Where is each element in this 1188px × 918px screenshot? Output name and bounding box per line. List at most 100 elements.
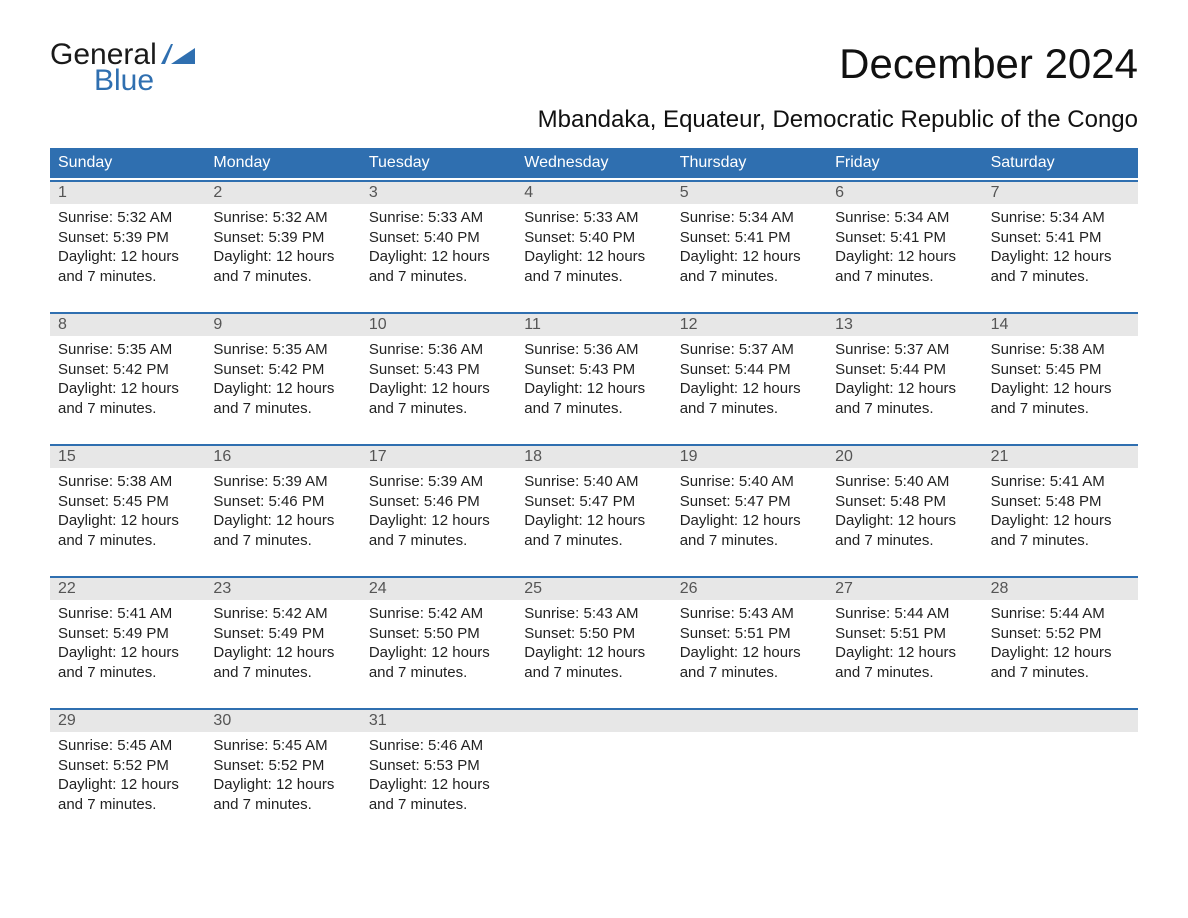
day-d1: Daylight: 12 hours xyxy=(369,511,508,531)
day-number: 1 xyxy=(50,182,205,204)
day-sunset: Sunset: 5:47 PM xyxy=(680,492,819,512)
calendar-week: 15161718192021Sunrise: 5:38 AMSunset: 5:… xyxy=(50,444,1138,574)
day-cell: Sunrise: 5:34 AMSunset: 5:41 PMDaylight:… xyxy=(983,204,1138,310)
day-sunset: Sunset: 5:43 PM xyxy=(524,360,663,380)
day-sunrise: Sunrise: 5:41 AM xyxy=(58,604,197,624)
day-number: 10 xyxy=(361,314,516,336)
day-cell: Sunrise: 5:40 AMSunset: 5:47 PMDaylight:… xyxy=(672,468,827,574)
day-cell xyxy=(983,732,1138,838)
day-cell: Sunrise: 5:45 AMSunset: 5:52 PMDaylight:… xyxy=(205,732,360,838)
dow-friday: Friday xyxy=(827,148,982,178)
day-sunrise: Sunrise: 5:44 AM xyxy=(835,604,974,624)
day-sunrise: Sunrise: 5:32 AM xyxy=(213,208,352,228)
day-number: 4 xyxy=(516,182,671,204)
day-sunrise: Sunrise: 5:34 AM xyxy=(991,208,1130,228)
day-d2: and 7 minutes. xyxy=(680,399,819,419)
day-sunset: Sunset: 5:52 PM xyxy=(213,756,352,776)
day-sunrise: Sunrise: 5:39 AM xyxy=(369,472,508,492)
day-number: 14 xyxy=(983,314,1138,336)
day-sunrise: Sunrise: 5:40 AM xyxy=(835,472,974,492)
day-d1: Daylight: 12 hours xyxy=(680,511,819,531)
day-sunset: Sunset: 5:52 PM xyxy=(991,624,1130,644)
day-sunrise: Sunrise: 5:37 AM xyxy=(680,340,819,360)
day-d2: and 7 minutes. xyxy=(991,531,1130,551)
day-cell: Sunrise: 5:36 AMSunset: 5:43 PMDaylight:… xyxy=(516,336,671,442)
day-sunrise: Sunrise: 5:36 AM xyxy=(369,340,508,360)
day-of-week-header: Sunday Monday Tuesday Wednesday Thursday… xyxy=(50,148,1138,178)
day-d2: and 7 minutes. xyxy=(524,531,663,551)
day-number: 25 xyxy=(516,578,671,600)
day-d2: and 7 minutes. xyxy=(213,663,352,683)
day-d2: and 7 minutes. xyxy=(680,663,819,683)
day-d1: Daylight: 12 hours xyxy=(369,643,508,663)
day-d2: and 7 minutes. xyxy=(835,531,974,551)
day-number: 20 xyxy=(827,446,982,468)
day-sunrise: Sunrise: 5:34 AM xyxy=(835,208,974,228)
day-cell xyxy=(672,732,827,838)
day-sunset: Sunset: 5:50 PM xyxy=(369,624,508,644)
day-cell: Sunrise: 5:46 AMSunset: 5:53 PMDaylight:… xyxy=(361,732,516,838)
day-sunset: Sunset: 5:45 PM xyxy=(991,360,1130,380)
day-d1: Daylight: 12 hours xyxy=(369,379,508,399)
day-number-row: 15161718192021 xyxy=(50,444,1138,468)
day-number-row: 891011121314 xyxy=(50,312,1138,336)
day-d1: Daylight: 12 hours xyxy=(369,247,508,267)
header: General Blue December 2024 Mbandaka, Equ… xyxy=(50,40,1138,134)
calendar-body: 1234567Sunrise: 5:32 AMSunset: 5:39 PMDa… xyxy=(50,180,1138,838)
day-d1: Daylight: 12 hours xyxy=(213,247,352,267)
day-d2: and 7 minutes. xyxy=(369,267,508,287)
day-sunset: Sunset: 5:41 PM xyxy=(680,228,819,248)
day-number: 22 xyxy=(50,578,205,600)
day-cell: Sunrise: 5:40 AMSunset: 5:48 PMDaylight:… xyxy=(827,468,982,574)
day-d2: and 7 minutes. xyxy=(524,399,663,419)
day-sunrise: Sunrise: 5:35 AM xyxy=(58,340,197,360)
day-sunrise: Sunrise: 5:34 AM xyxy=(680,208,819,228)
day-number: 15 xyxy=(50,446,205,468)
day-sunset: Sunset: 5:51 PM xyxy=(680,624,819,644)
day-sunset: Sunset: 5:43 PM xyxy=(369,360,508,380)
dow-saturday: Saturday xyxy=(983,148,1138,178)
day-sunset: Sunset: 5:52 PM xyxy=(58,756,197,776)
day-d1: Daylight: 12 hours xyxy=(524,511,663,531)
day-sunset: Sunset: 5:44 PM xyxy=(835,360,974,380)
day-d1: Daylight: 12 hours xyxy=(213,775,352,795)
day-cell: Sunrise: 5:36 AMSunset: 5:43 PMDaylight:… xyxy=(361,336,516,442)
day-d2: and 7 minutes. xyxy=(835,663,974,683)
day-sunset: Sunset: 5:40 PM xyxy=(524,228,663,248)
day-d2: and 7 minutes. xyxy=(369,531,508,551)
day-cell: Sunrise: 5:35 AMSunset: 5:42 PMDaylight:… xyxy=(205,336,360,442)
day-number: 5 xyxy=(672,182,827,204)
day-d1: Daylight: 12 hours xyxy=(835,247,974,267)
day-cell: Sunrise: 5:42 AMSunset: 5:50 PMDaylight:… xyxy=(361,600,516,706)
day-sunrise: Sunrise: 5:35 AM xyxy=(213,340,352,360)
day-cell: Sunrise: 5:38 AMSunset: 5:45 PMDaylight:… xyxy=(50,468,205,574)
day-sunrise: Sunrise: 5:42 AM xyxy=(213,604,352,624)
day-number: 6 xyxy=(827,182,982,204)
day-cell: Sunrise: 5:43 AMSunset: 5:51 PMDaylight:… xyxy=(672,600,827,706)
calendar-week: 293031Sunrise: 5:45 AMSunset: 5:52 PMDay… xyxy=(50,708,1138,838)
day-sunrise: Sunrise: 5:32 AM xyxy=(58,208,197,228)
day-d2: and 7 minutes. xyxy=(213,795,352,815)
day-sunset: Sunset: 5:42 PM xyxy=(58,360,197,380)
day-d2: and 7 minutes. xyxy=(213,531,352,551)
day-number: 13 xyxy=(827,314,982,336)
logo-word-blue: Blue xyxy=(94,66,195,96)
day-d1: Daylight: 12 hours xyxy=(991,643,1130,663)
day-d2: and 7 minutes. xyxy=(58,663,197,683)
day-sunset: Sunset: 5:48 PM xyxy=(991,492,1130,512)
day-cell: Sunrise: 5:38 AMSunset: 5:45 PMDaylight:… xyxy=(983,336,1138,442)
day-content-row: Sunrise: 5:32 AMSunset: 5:39 PMDaylight:… xyxy=(50,204,1138,310)
day-content-row: Sunrise: 5:45 AMSunset: 5:52 PMDaylight:… xyxy=(50,732,1138,838)
day-d1: Daylight: 12 hours xyxy=(213,643,352,663)
day-sunrise: Sunrise: 5:42 AM xyxy=(369,604,508,624)
day-d1: Daylight: 12 hours xyxy=(524,247,663,267)
day-d1: Daylight: 12 hours xyxy=(991,511,1130,531)
day-number: 12 xyxy=(672,314,827,336)
month-title: December 2024 xyxy=(538,40,1138,88)
day-d2: and 7 minutes. xyxy=(369,663,508,683)
day-number: 17 xyxy=(361,446,516,468)
day-sunrise: Sunrise: 5:40 AM xyxy=(524,472,663,492)
day-d1: Daylight: 12 hours xyxy=(58,379,197,399)
day-sunset: Sunset: 5:46 PM xyxy=(213,492,352,512)
day-number: 24 xyxy=(361,578,516,600)
